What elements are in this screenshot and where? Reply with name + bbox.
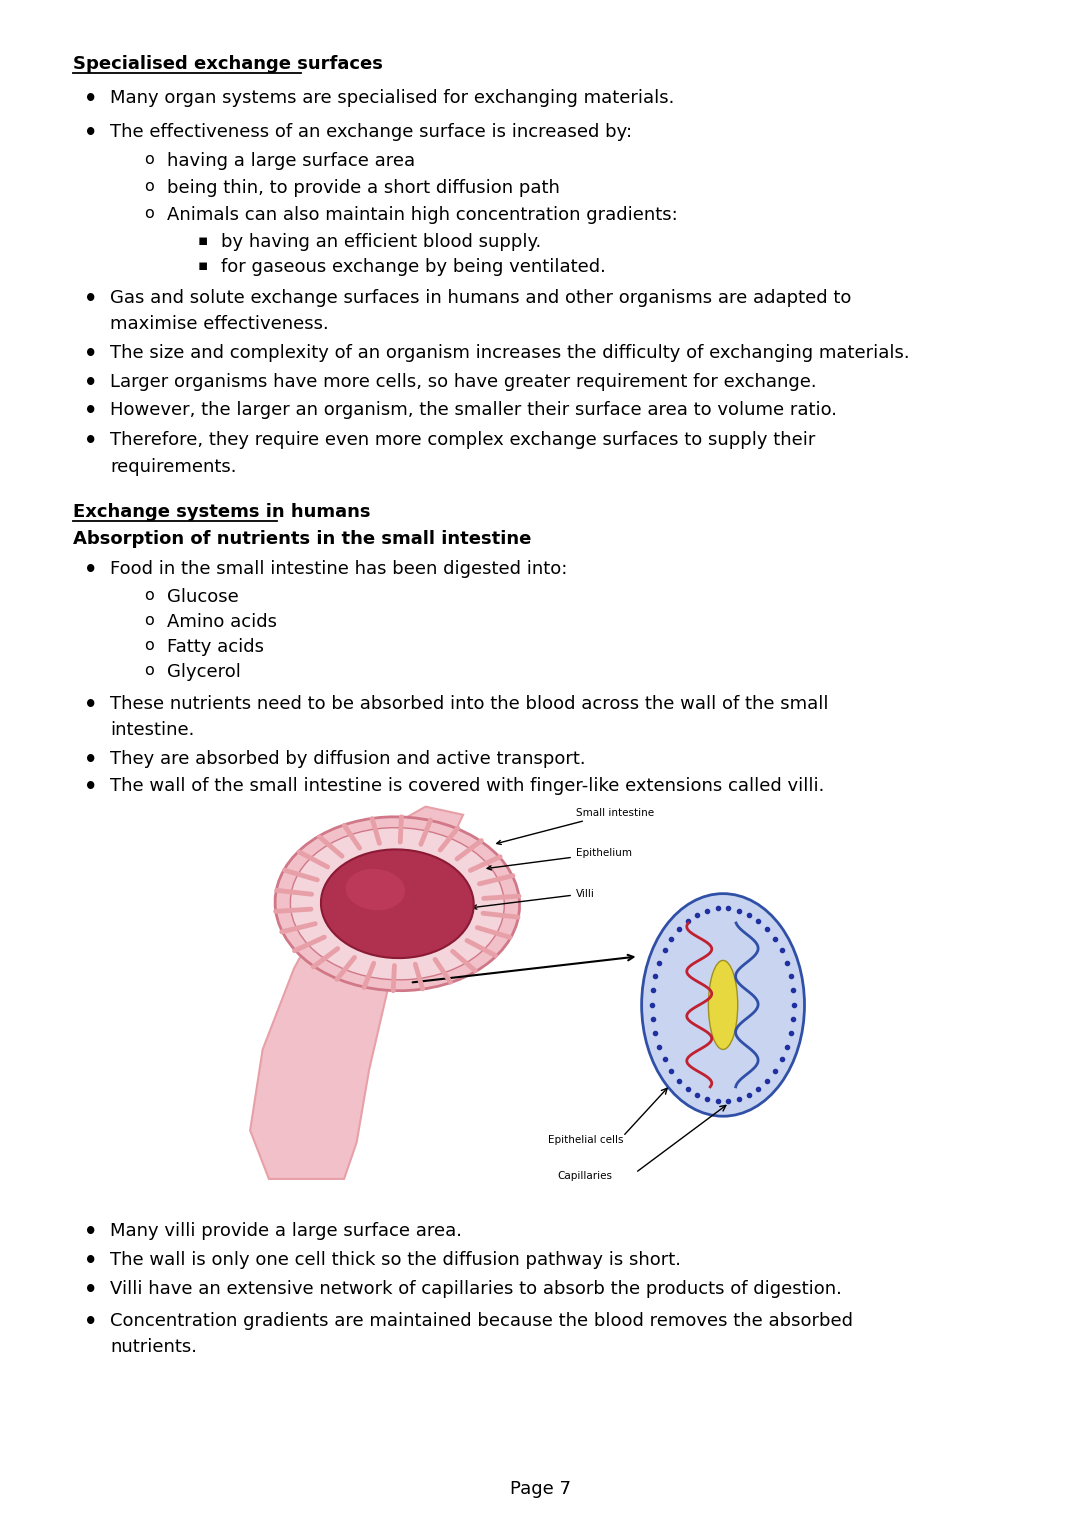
Text: •: •: [84, 1251, 97, 1270]
Text: •: •: [84, 1222, 97, 1241]
Text: •: •: [84, 373, 97, 392]
Text: •: •: [84, 89, 97, 110]
Text: o: o: [144, 206, 153, 221]
Text: Capillaries: Capillaries: [557, 1171, 612, 1180]
Text: by having an efficient blood supply.: by having an efficient blood supply.: [221, 232, 542, 250]
Text: Fatty acids: Fatty acids: [167, 638, 265, 657]
Text: •: •: [84, 290, 97, 310]
Text: requirements.: requirements.: [110, 458, 237, 476]
Text: Many organ systems are specialised for exchanging materials.: Many organ systems are specialised for e…: [110, 89, 675, 107]
Text: nutrients.: nutrients.: [110, 1338, 198, 1356]
Text: •: •: [84, 560, 97, 580]
Text: Gas and solute exchange surfaces in humans and other organisms are adapted to: Gas and solute exchange surfaces in huma…: [110, 290, 851, 307]
Text: for gaseous exchange by being ventilated.: for gaseous exchange by being ventilated…: [221, 258, 606, 276]
Text: Small intestine: Small intestine: [497, 808, 654, 844]
Text: o: o: [144, 153, 153, 166]
Text: Glucose: Glucose: [167, 588, 239, 606]
Text: Villi: Villi: [472, 889, 595, 909]
Text: Glycerol: Glycerol: [167, 663, 241, 681]
Ellipse shape: [708, 960, 738, 1049]
Text: Epithelial cells: Epithelial cells: [548, 1135, 623, 1145]
Ellipse shape: [346, 869, 405, 910]
Text: ▪: ▪: [198, 232, 208, 247]
Text: Food in the small intestine has been digested into:: Food in the small intestine has been dig…: [110, 560, 567, 579]
Text: Specialised exchange surfaces: Specialised exchange surfaces: [73, 55, 383, 73]
Text: However, the larger an organism, the smaller their surface area to volume ratio.: However, the larger an organism, the sma…: [110, 400, 837, 418]
Text: o: o: [144, 612, 153, 628]
Text: Exchange systems in humans: Exchange systems in humans: [73, 504, 370, 521]
Text: Concentration gradients are maintained because the blood removes the absorbed: Concentration gradients are maintained b…: [110, 1312, 853, 1330]
Text: They are absorbed by diffusion and active transport.: They are absorbed by diffusion and activ…: [110, 750, 585, 768]
Text: o: o: [144, 588, 153, 603]
Text: having a large surface area: having a large surface area: [167, 153, 416, 169]
Ellipse shape: [642, 893, 805, 1116]
Text: o: o: [144, 663, 153, 678]
Ellipse shape: [321, 849, 474, 957]
Text: •: •: [84, 1280, 97, 1299]
Text: •: •: [84, 695, 97, 715]
Text: Animals can also maintain high concentration gradients:: Animals can also maintain high concentra…: [167, 206, 678, 224]
Ellipse shape: [275, 817, 519, 991]
Text: Therefore, they require even more complex exchange surfaces to supply their: Therefore, they require even more comple…: [110, 431, 815, 449]
Text: •: •: [84, 777, 97, 797]
Text: The size and complexity of an organism increases the difficulty of exchanging ma: The size and complexity of an organism i…: [110, 345, 909, 362]
Text: Page 7: Page 7: [510, 1480, 570, 1498]
Text: Villi have an extensive network of capillaries to absorb the products of digesti: Villi have an extensive network of capil…: [110, 1280, 842, 1298]
Text: •: •: [84, 1312, 97, 1332]
Text: o: o: [144, 638, 153, 654]
Text: maximise effectiveness.: maximise effectiveness.: [110, 315, 329, 333]
Text: Larger organisms have more cells, so have greater requirement for exchange.: Larger organisms have more cells, so hav…: [110, 373, 816, 391]
Text: The effectiveness of an exchange surface is increased by:: The effectiveness of an exchange surface…: [110, 124, 632, 140]
Text: Amino acids: Amino acids: [167, 612, 278, 631]
Text: being thin, to provide a short diffusion path: being thin, to provide a short diffusion…: [167, 179, 561, 197]
Ellipse shape: [291, 828, 504, 980]
Text: ▪: ▪: [198, 258, 208, 273]
Text: •: •: [84, 750, 97, 770]
Text: •: •: [84, 431, 97, 452]
Polygon shape: [251, 806, 463, 1179]
Text: Absorption of nutrients in the small intestine: Absorption of nutrients in the small int…: [73, 530, 531, 548]
Text: •: •: [84, 345, 97, 365]
Text: intestine.: intestine.: [110, 721, 194, 739]
Text: Epithelium: Epithelium: [487, 847, 632, 870]
Text: These nutrients need to be absorbed into the blood across the wall of the small: These nutrients need to be absorbed into…: [110, 695, 828, 713]
Text: The wall of the small intestine is covered with finger-like extensions called vi: The wall of the small intestine is cover…: [110, 777, 824, 796]
Text: The wall is only one cell thick so the diffusion pathway is short.: The wall is only one cell thick so the d…: [110, 1251, 681, 1269]
Text: o: o: [144, 179, 153, 194]
Text: •: •: [84, 124, 97, 144]
Text: •: •: [84, 400, 97, 421]
Text: Many villi provide a large surface area.: Many villi provide a large surface area.: [110, 1222, 462, 1240]
